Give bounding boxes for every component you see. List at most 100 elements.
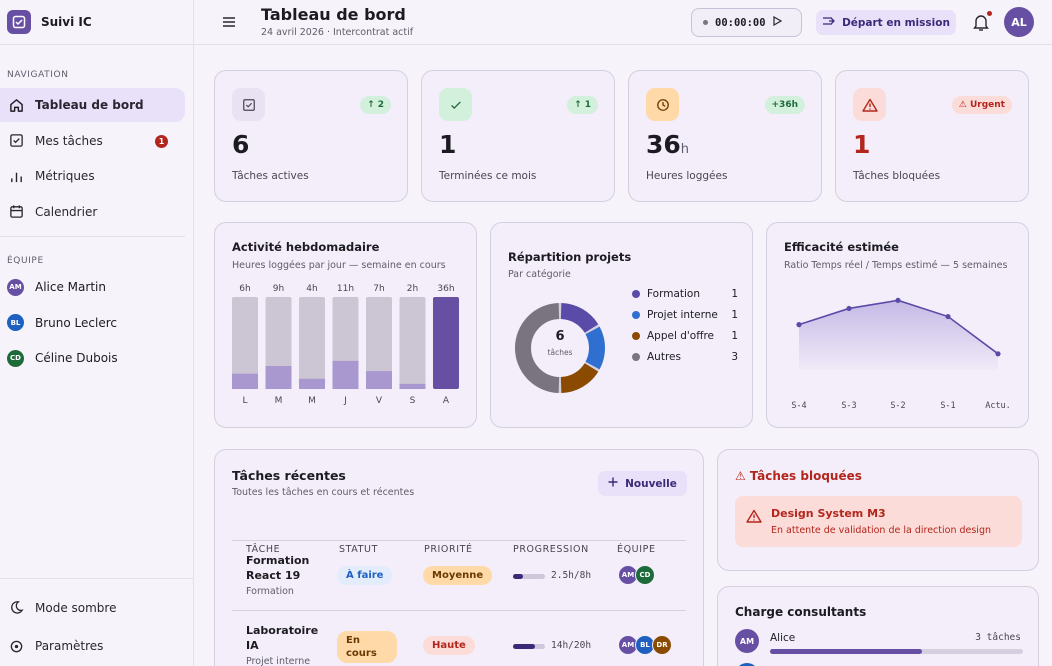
x-tick-label: M (308, 396, 316, 406)
task-category: Formation (246, 586, 294, 597)
avatar: DR (652, 635, 672, 655)
team-member-celine[interactable]: CD Céline Dubois (0, 341, 193, 377)
sidebar-item-label: Mes tâches (35, 133, 103, 148)
checkbox-icon (232, 88, 265, 121)
kpi-label: Tâches actives (232, 170, 309, 182)
priority-badge: Moyenne (423, 566, 493, 585)
column-header: TÂCHE (246, 544, 281, 555)
sidebar-item-calendar[interactable]: Calendrier (0, 195, 185, 229)
bar-value-label: 11h (337, 284, 354, 294)
x-tick-label: L (242, 396, 247, 406)
app-name: Suivi IC (41, 15, 92, 29)
notification-dot (987, 11, 992, 16)
card-subtitle: Ratio Temps réel / Temps estimé — 5 sema… (784, 260, 1008, 271)
home-icon (7, 96, 25, 114)
card-title: Efficacité estimée (784, 240, 899, 254)
sidebar-item-tasks[interactable]: Mes tâches 1 (0, 124, 185, 158)
settings-link[interactable]: Paramètres (0, 628, 185, 665)
legend-swatch (632, 353, 640, 361)
brand[interactable]: Suivi IC (0, 0, 193, 45)
sidebar-item-label: Tableau de bord (35, 98, 144, 112)
card-subtitle: Toutes les tâches en cours et récentes (232, 487, 415, 498)
area-fill (799, 300, 998, 370)
bar (232, 373, 258, 389)
avatar: AM (7, 278, 24, 296)
kpi-trend-badge: +36h (764, 96, 805, 114)
bar-track (299, 297, 325, 389)
progress-bar (513, 644, 545, 649)
column-header: PROGRESSION (513, 544, 589, 555)
x-tick-label: A (443, 396, 450, 406)
x-tick-label: V (376, 396, 383, 406)
bar-value-label: 2h (407, 284, 418, 294)
donut-center-value: 6 (555, 329, 565, 344)
app-logo-icon (7, 10, 31, 34)
avatar: AM (735, 629, 759, 653)
menu-icon[interactable] (220, 13, 238, 31)
calendar-icon (7, 203, 25, 221)
member-name: Céline Dubois (35, 351, 118, 366)
mission-icon (822, 15, 835, 30)
new-task-button[interactable]: Nouvelle (598, 471, 687, 496)
timer-value: 00:00:00 (715, 16, 766, 29)
avatar: BL (7, 314, 24, 332)
sidebar-divider (0, 235, 185, 237)
kpi-value: 36h (646, 130, 690, 159)
bar-track (366, 297, 392, 389)
bar (299, 378, 325, 389)
card-subtitle: Par catégorie (508, 269, 571, 280)
sidebar-item-dashboard[interactable]: Tableau de bord (0, 88, 185, 122)
data-point (895, 297, 901, 303)
load-bar (770, 649, 1023, 654)
kpi-label: Tâches bloquées (853, 170, 941, 182)
column-header: ÉQUIPE (617, 544, 656, 555)
card-title: Charge consultants (735, 605, 867, 619)
bar (332, 360, 359, 389)
sidebar-footer: Mode sombre Paramètres (0, 578, 193, 666)
team-member-alice[interactable]: AM Alice Martin (0, 270, 193, 306)
bar-track (433, 297, 459, 389)
project-donut-chart (515, 303, 605, 393)
load-fill (770, 649, 922, 654)
moon-icon (7, 599, 25, 617)
x-tick-label: S-3 (841, 401, 856, 411)
blocked-item-title: Design System M3 (771, 507, 886, 520)
mission-start-button[interactable]: Départ en mission (816, 10, 956, 35)
consultant-name: Alice (770, 632, 796, 644)
avatar: CD (7, 349, 24, 367)
table-divider (232, 610, 686, 611)
timer-status-dot (703, 20, 708, 25)
card-title: Tâches récentes (232, 468, 346, 483)
donut-slice (515, 303, 560, 393)
kpi-card-completed: ↑ 1 1 Terminées ce mois (421, 70, 615, 202)
kpi-label: Heures loggées (646, 170, 728, 182)
task-name: Laboratoire IA (246, 624, 319, 652)
kpi-label: Terminées ce mois (439, 170, 537, 182)
member-name: Bruno Leclerc (35, 315, 117, 330)
play-icon[interactable] (772, 15, 782, 29)
warning-icon (746, 508, 762, 527)
team-member-bruno[interactable]: BL Bruno Leclerc (0, 305, 193, 341)
legend-item: Appel d'offre 1 (632, 329, 738, 343)
blocked-item[interactable]: Design System M3 En attente de validatio… (735, 496, 1022, 547)
bar-value-label: 7h (373, 284, 384, 294)
dark-mode-toggle[interactable]: Mode sombre (0, 589, 185, 626)
top-bar: Tableau de bord 24 avril 2026 · Intercon… (194, 0, 1052, 45)
notification-bell-icon[interactable] (972, 12, 990, 32)
column-header: STATUT (339, 544, 379, 555)
table-divider (232, 540, 686, 541)
x-tick-label: Actu. (985, 401, 1011, 411)
sidebar-item-metrics[interactable]: Métriques (0, 159, 185, 193)
timer[interactable]: 00:00:00 (691, 8, 802, 37)
settings-icon (7, 637, 25, 655)
kpi-value: 1 (853, 130, 871, 159)
page-subtitle: 24 avril 2026 · Intercontrat actif (261, 27, 414, 38)
bar (399, 383, 426, 389)
mission-label: Départ en mission (842, 16, 950, 29)
data-point (846, 305, 852, 312)
bar-value-label: 36h (437, 284, 454, 294)
user-avatar[interactable]: AL (1004, 7, 1034, 37)
weekly-bar-chart: 6h L 9h M 4h M 11h J 7h V 2h S 36h A (232, 284, 459, 406)
donut-slice (560, 362, 599, 393)
plus-icon (608, 477, 618, 490)
